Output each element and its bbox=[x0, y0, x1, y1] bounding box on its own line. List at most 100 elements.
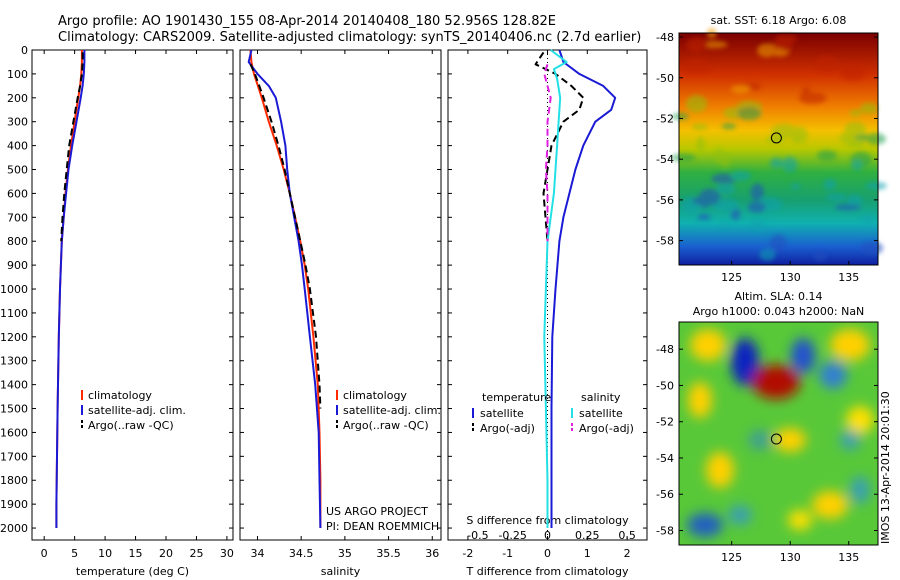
sla-map-anomaly-layer bbox=[687, 329, 874, 537]
sst-texture-blob bbox=[781, 156, 798, 173]
temperature-x-tick-label: 15 bbox=[129, 547, 143, 560]
depth-tick-label: 1600 bbox=[0, 426, 28, 439]
sla-anomaly-blob bbox=[688, 382, 712, 418]
sst-lon-tick-label: 135 bbox=[838, 271, 859, 284]
depth-tick-label: 1400 bbox=[0, 379, 28, 392]
sst-texture-blob bbox=[670, 153, 696, 162]
sst-texture-blob bbox=[862, 214, 873, 224]
difference-legend-label: Argo(-adj) bbox=[579, 422, 634, 435]
temperature-x-tick-label: 5 bbox=[71, 547, 78, 560]
sst-texture-blob bbox=[720, 222, 730, 230]
sla-lat-tick-label: -58 bbox=[656, 524, 674, 537]
sla-anomaly-blob bbox=[819, 361, 847, 389]
sst-lat-tick-label: -58 bbox=[656, 235, 674, 248]
salinity-legend-label: Argo(..raw -QC) bbox=[343, 419, 429, 432]
sst-lat-tick-label: -48 bbox=[656, 31, 674, 44]
depth-tick-label: 1000 bbox=[0, 283, 28, 296]
sst-texture-blob bbox=[685, 95, 708, 113]
depth-tick-label: 800 bbox=[7, 235, 28, 248]
difference-x-tick-label: -1 bbox=[502, 547, 513, 560]
sla-lat-tick-label: -52 bbox=[656, 416, 674, 429]
sla-anomaly-blob bbox=[690, 329, 726, 361]
sla-argo-position-marker bbox=[770, 433, 782, 445]
salinity-x-tick-label: 34 bbox=[250, 547, 264, 560]
sst-texture-blob bbox=[730, 170, 751, 182]
sst-texture-blob bbox=[854, 133, 872, 141]
temperature-panel-frame bbox=[31, 49, 234, 541]
sst-texture-blob bbox=[826, 193, 847, 201]
sst-map-title: sat. SST: 6.18 Argo: 6.08 bbox=[711, 14, 847, 27]
sla-anomaly-blob bbox=[788, 510, 812, 530]
difference-legend-label: satellite bbox=[579, 407, 623, 420]
depth-tick-label: 1900 bbox=[0, 498, 28, 511]
sst-texture-blob bbox=[770, 157, 784, 169]
sst-lat-tick-label: -52 bbox=[656, 112, 674, 125]
project-annotation: US ARGO PROJECT bbox=[326, 505, 428, 518]
sla-map-title: Altim. SLA: 0.14 bbox=[734, 290, 822, 303]
difference-x-tick-label: 1 bbox=[584, 547, 591, 560]
sla-lat-tick-label: -48 bbox=[656, 343, 674, 356]
salinity-x-tick-label: 35.5 bbox=[376, 547, 401, 560]
difference-x-axis-label: T difference from climatology bbox=[466, 565, 629, 578]
sst-texture-blob bbox=[691, 123, 708, 131]
sst-texture-blob bbox=[780, 39, 793, 52]
sla-anomaly-blob bbox=[791, 338, 815, 374]
top-axis-tick-label: 0.5 bbox=[618, 529, 636, 542]
sla-anomaly-blob bbox=[728, 505, 752, 525]
sst-texture-blob bbox=[834, 204, 861, 211]
difference-legend-label: Argo(-adj) bbox=[480, 422, 535, 435]
sla-lon-tick-label: 130 bbox=[780, 551, 801, 564]
temperature-x-tick-label: 10 bbox=[98, 547, 112, 560]
sst-texture-blob bbox=[759, 248, 776, 262]
salinity-x-tick-label: 34.5 bbox=[289, 547, 314, 560]
sst-texture-blob bbox=[844, 121, 867, 138]
sla-map-subtitle: Argo h1000: 0.043 h2000: NaN bbox=[693, 305, 865, 318]
temperature-legend-label: Argo(..raw -QC) bbox=[88, 419, 174, 432]
sla-lat-tick-label: -50 bbox=[656, 379, 674, 392]
sst-texture-blob bbox=[750, 220, 766, 232]
sst-texture-blob bbox=[840, 62, 866, 81]
depth-tick-label: 1200 bbox=[0, 331, 28, 344]
salinity-legend-label: satellite-adj. clim. bbox=[343, 404, 441, 417]
sst-lon-tick-label: 125 bbox=[721, 271, 742, 284]
sst-texture-blob bbox=[816, 150, 837, 161]
sst-texture-blob bbox=[714, 146, 724, 165]
sst-texture-blob bbox=[697, 213, 711, 221]
sst-texture-blob bbox=[716, 182, 736, 195]
difference-x-tick-label: -2 bbox=[462, 547, 473, 560]
sla-anomaly-blob bbox=[840, 430, 860, 450]
temperature-x-tick-label: 30 bbox=[220, 547, 234, 560]
sla-lon-tick-label: 135 bbox=[838, 551, 859, 564]
top-axis-tick-label: 0 bbox=[544, 529, 551, 542]
sla-anomaly-blob bbox=[731, 338, 759, 386]
difference-x-tick-label: 0 bbox=[544, 547, 551, 560]
top-axis-tick-label: -0.5 bbox=[467, 529, 488, 542]
salinity-series-argo-raw-qc- bbox=[249, 63, 322, 409]
temperature-series-argo-raw-qc- bbox=[60, 52, 84, 242]
sst-texture-blob bbox=[696, 136, 705, 152]
sst-texture-blob bbox=[846, 194, 863, 207]
depth-tick-label: 1100 bbox=[0, 307, 28, 320]
sst-texture-blob bbox=[823, 178, 837, 191]
sla-anomaly-blob bbox=[752, 365, 800, 399]
difference-series-satellite bbox=[550, 49, 617, 528]
sst-texture-blob bbox=[683, 58, 710, 74]
salinity-x-axis-label: salinity bbox=[321, 565, 361, 578]
sst-texture-blob bbox=[771, 123, 798, 138]
project-annotation: PI: DEAN ROEMMICH bbox=[326, 520, 439, 533]
depth-tick-label: 300 bbox=[7, 116, 28, 129]
sla-anomaly-blob bbox=[850, 476, 870, 504]
temperature-x-tick-label: 20 bbox=[159, 547, 173, 560]
sst-texture-blob bbox=[747, 201, 766, 213]
sst-texture-blob bbox=[790, 183, 801, 190]
sst-texture-blob bbox=[730, 208, 741, 221]
sla-anomaly-blob bbox=[774, 428, 806, 452]
depth-tick-label: 700 bbox=[7, 211, 28, 224]
sst-map-frame bbox=[678, 32, 879, 266]
sst-lon-tick-label: 130 bbox=[780, 271, 801, 284]
sst-texture-blob bbox=[765, 135, 787, 143]
sst-map-texture bbox=[670, 27, 887, 262]
sla-map-anomalies bbox=[687, 329, 874, 537]
sla-anomaly-blob bbox=[748, 430, 772, 450]
